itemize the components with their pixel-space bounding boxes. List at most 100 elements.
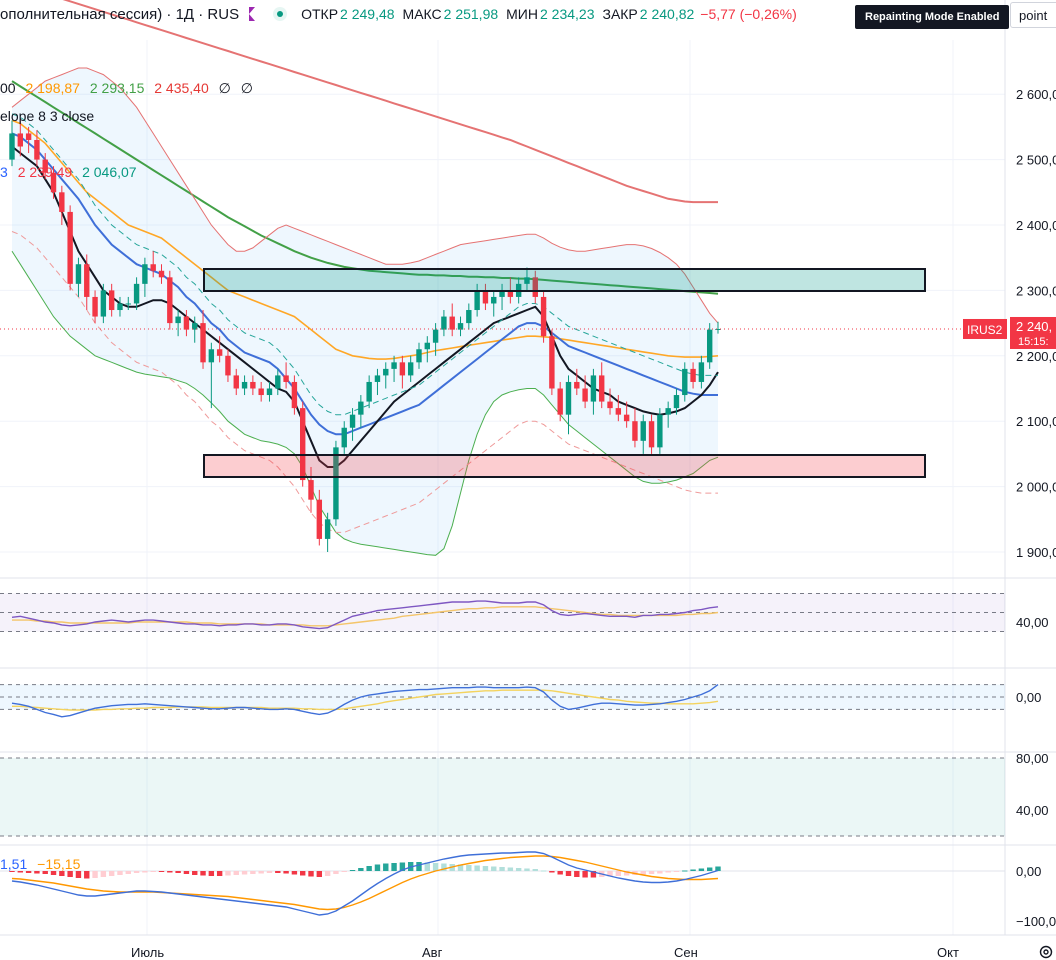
band-fill [0, 758, 1005, 836]
macd-histogram-bar [225, 871, 231, 876]
macd-histogram-bar [192, 871, 198, 875]
resistance-zone [203, 268, 926, 292]
candle-body [133, 283, 140, 304]
macd-histogram-bar [358, 868, 364, 871]
macd-histogram-bar [383, 863, 389, 871]
macd-histogram-bar [391, 863, 397, 871]
candle-body [142, 264, 148, 284]
close-value: 2 240,82 [639, 6, 695, 22]
macd-histogram-bar [150, 871, 156, 872]
candle-body [84, 264, 90, 297]
rsi-signal-line [12, 606, 719, 627]
ma-green-line [11, 80, 719, 295]
macd-histogram-bar [582, 871, 588, 878]
macd-histogram-bar [84, 871, 90, 879]
ma-orange-line [11, 119, 719, 360]
candle-body [607, 401, 613, 409]
candle-body [507, 290, 514, 297]
macd-histogram-bar [574, 871, 580, 877]
candle-body [640, 421, 646, 441]
macd-values-line[interactable]: 1,51 −15,15 [0, 856, 86, 872]
candle-body [67, 211, 73, 284]
osc-signal-line [12, 689, 719, 711]
candle-body [391, 362, 397, 369]
macd-histogram-bar [9, 871, 15, 872]
macd-tick-label: −100,0 [1016, 914, 1056, 929]
macd-histogram-bar [183, 871, 190, 874]
macd-histogram-bar [474, 865, 480, 871]
candle-body [499, 290, 505, 297]
candle-body [333, 447, 339, 520]
macd-histogram-bar [374, 864, 381, 871]
candle-body [158, 270, 165, 278]
macd-histogram-bar [607, 871, 613, 877]
price-tick-label: 2 100,0 [1016, 414, 1056, 429]
band-value-1: 2 239,49 [17, 164, 73, 180]
candle-body [42, 159, 48, 173]
candle-body [349, 414, 356, 428]
macd-histogram-bar [167, 871, 173, 873]
macd-histogram-bar [532, 869, 538, 871]
candle-body [324, 519, 331, 539]
macd-histogram-bar [590, 871, 597, 878]
macd-histogram-bar [175, 871, 181, 873]
repainting-badge[interactable]: Repainting Mode Enabled [855, 5, 1010, 29]
candle-body [150, 264, 156, 271]
candle-body [399, 362, 406, 376]
ma-values-line[interactable]: 00 2 198,87 2 293,15 2 435,40 ∅ ∅ [0, 80, 259, 97]
settings-gear-icon[interactable] [1038, 944, 1054, 960]
macd-histogram-bar [565, 871, 572, 876]
candle-body [441, 316, 447, 330]
candle-body [117, 303, 123, 311]
macd-histogram-bar [349, 870, 356, 871]
macd-histogram-bar [316, 871, 323, 877]
macd-histogram-bar [690, 869, 696, 871]
candle-body [682, 368, 688, 396]
candle-body [192, 323, 198, 330]
rsi-tick-label: 40,00 [1016, 615, 1049, 630]
macd-histogram-bar [648, 871, 655, 874]
macd-histogram-bar [108, 871, 115, 876]
macd-histogram-bar [283, 871, 289, 874]
candle-body [599, 375, 605, 402]
macd-histogram-bar [515, 868, 522, 871]
macd-histogram-bar [208, 871, 215, 876]
macd-histogram-bar [706, 867, 713, 871]
candle-body [183, 316, 190, 330]
macd-histogram-bar [441, 863, 447, 871]
flag-icon[interactable] [249, 7, 256, 21]
candle-body [308, 480, 314, 500]
chart-header: ополнительная сессия) · 1Д · RUS ОТКР 2 … [0, 0, 797, 28]
candle-body [673, 395, 680, 409]
candle-body [291, 381, 298, 409]
macd-line [11, 851, 719, 916]
macd-histogram-bar [399, 862, 406, 871]
candle-body [491, 296, 497, 304]
candle-body [275, 375, 281, 389]
candle-body [125, 303, 131, 305]
symbol-tag: IRUS2 [967, 323, 1003, 337]
macd-histogram-bar [698, 868, 705, 871]
candle-body [25, 133, 32, 140]
change-value: −5,77 (−0,26%) [700, 6, 797, 22]
macd-histogram-bar [233, 871, 239, 875]
candle-body [50, 172, 57, 193]
macd-histogram-bar [557, 871, 563, 875]
bollinger-upper-line [11, 67, 719, 324]
band-values-line[interactable]: 3 2 239,49 2 046,07 [0, 164, 143, 180]
osc-tick-label: 0,00 [1016, 690, 1041, 705]
rsi-line [11, 600, 719, 630]
macd-histogram-bar [258, 871, 264, 874]
candle-body [474, 290, 480, 311]
envelope-legend[interactable]: elope 8 3 close [0, 108, 95, 124]
symbol-title[interactable]: ополнительная сессия) · 1Д · RUS [0, 5, 240, 23]
candle-body [657, 414, 663, 448]
point-button[interactable]: point [1010, 2, 1056, 28]
ma-value-5: ∅ [240, 80, 253, 96]
macd-histogram-bar [308, 871, 314, 877]
bollinger-lower-line [11, 250, 719, 556]
macd-histogram-bar [300, 871, 306, 876]
macd-histogram-bar [142, 871, 148, 873]
candle-body [175, 316, 181, 324]
